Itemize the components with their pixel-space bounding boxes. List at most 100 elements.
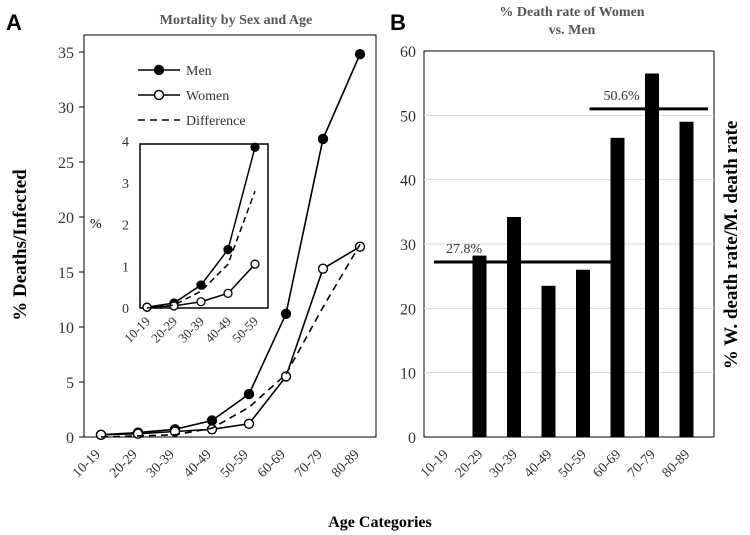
panel-a-xtick-label: 70-79 — [292, 447, 326, 481]
panel-a-xtick-label: 30-39 — [144, 447, 178, 481]
panel-a-xtick-label: 60-69 — [255, 447, 289, 481]
reference-label-0: 27.8% — [446, 242, 483, 257]
inset-point-men — [223, 244, 233, 255]
panel-a-ylabel: % Deaths/Infected — [10, 169, 31, 321]
panel-a-legend: Men Women Difference — [138, 64, 246, 129]
panel-a-ytick-label: 5 — [66, 375, 74, 392]
panel-a-series — [95, 49, 366, 440]
bar-50-59 — [576, 269, 590, 437]
panel-a-ytick-label: 20 — [58, 210, 74, 227]
panel-b-xtick-label: 60-69 — [591, 447, 625, 481]
panel-b-title-line2: vs. Men — [549, 23, 596, 38]
data-point-men — [317, 133, 329, 145]
panel-a-x-ticks: 10-19 20-29 30-39 40-49 50-59 60-69 70-79 80-89 — [70, 447, 363, 481]
panel-b-bars — [472, 73, 694, 438]
inset-point-men — [196, 280, 206, 290]
inset-series — [142, 142, 260, 312]
panel-a-ytick-label: 15 — [58, 265, 74, 282]
panel-a-y-ticks: 0 5 10 15 20 25 30 35 — [58, 45, 84, 447]
inset-ytick-label: 0 — [122, 302, 129, 317]
panel-b-ylabel: % W. death rate/M. death rate — [721, 121, 742, 370]
inset-xtick-label: 20-29 — [148, 314, 180, 346]
panel-a-label: A — [6, 10, 22, 35]
panel-a-ytick-label: 25 — [58, 155, 74, 172]
panel-b-ytick-label: 30 — [400, 237, 416, 254]
panel-b-label: B — [390, 10, 406, 35]
inset-xtick-label: 50-59 — [229, 314, 261, 346]
series-line-men — [100, 53, 361, 436]
reference-label-1: 50.6% — [604, 89, 641, 104]
inset-ytick-label: 4 — [122, 135, 129, 150]
panel-a-ytick-label: 0 — [66, 430, 74, 447]
panel-a-ytick-label: 30 — [58, 100, 74, 117]
inset-ytick-label: 3 — [122, 177, 129, 192]
panel-a-title: Mortality by Sex and Age — [160, 13, 312, 28]
shared-xlabel: Age Categories — [328, 514, 432, 531]
bar-60-69 — [610, 137, 625, 437]
bar-30-39 — [507, 216, 521, 437]
panel-a-ytick-label: 35 — [58, 45, 74, 62]
inset-xtick-label: 10-19 — [121, 314, 153, 346]
panel-a-frame — [83, 34, 377, 438]
panel-b-ytick-label: 50 — [400, 108, 416, 125]
data-point-women — [132, 428, 144, 439]
series-line-women — [100, 246, 361, 436]
panel-b-ytick-label: 10 — [400, 366, 416, 383]
panel-b-xtick-label: 10-19 — [418, 447, 452, 481]
panel-b-ytick-label: 40 — [400, 173, 416, 190]
panel-b-ytick-label: 0 — [408, 430, 416, 447]
bar-20-29 — [472, 255, 487, 437]
bar-40-49 — [541, 285, 556, 437]
panel-b-reference-lines: 27.8% 50.6% — [434, 89, 708, 264]
data-point-women — [280, 371, 292, 382]
inset-point-women — [250, 259, 260, 269]
inset-y-ticks: 0 1 2 3 4 — [122, 135, 129, 317]
panel-b-xtick-label: 70-79 — [625, 447, 659, 481]
panel-b-ytick-label: 60 — [400, 44, 416, 61]
inset-point-men — [250, 142, 260, 152]
data-point-men — [243, 388, 255, 400]
inset-ytick-label: 2 — [122, 219, 129, 234]
inset-xtick-label: 30-39 — [175, 314, 207, 346]
data-point-women — [243, 418, 255, 429]
bar-80-89 — [679, 121, 694, 438]
data-point-women — [317, 263, 329, 274]
data-point-men — [354, 49, 366, 60]
data-point-women — [95, 429, 107, 440]
panel-b-x-ticks: 10-19 20-29 30-39 40-49 50-59 60-69 70-79 80-89 — [418, 447, 693, 481]
panel-b-gridlines — [424, 114, 714, 374]
legend-marker-men — [153, 64, 165, 76]
panel-b-y-ticks: 0 10 20 30 40 50 60 — [400, 44, 416, 447]
inset-point-women — [223, 288, 233, 299]
panel-a-xtick-label: 80-89 — [329, 447, 363, 481]
legend-label-men: Men — [186, 64, 212, 79]
panel-a-ytick-label: 10 — [58, 320, 74, 337]
inset-line-difference — [146, 190, 256, 309]
inset-xtick-label: 40-49 — [202, 314, 234, 346]
data-point-men — [280, 308, 292, 319]
panel-b-ytick-label: 20 — [400, 301, 416, 318]
panel-b-xtick-label: 50-59 — [556, 447, 590, 481]
panel-b-title-line1: % Death rate of Women — [499, 5, 644, 20]
panel-a-xtick-label: 50-59 — [218, 447, 252, 481]
inset-ytick-label: 1 — [122, 260, 129, 275]
data-point-women — [354, 241, 366, 252]
legend-marker-women — [153, 89, 165, 101]
bar-70-79 — [645, 73, 659, 438]
inset-ylabel: % — [90, 217, 102, 232]
panel-a-xtick-label: 10-19 — [70, 447, 104, 481]
legend-label-difference: Difference — [186, 114, 246, 129]
inset-point-women — [196, 297, 206, 307]
panel-a-xtick-label: 40-49 — [181, 447, 215, 481]
series-line-difference — [100, 244, 361, 438]
panel-a-xtick-label: 20-29 — [107, 447, 141, 481]
legend-label-women: Women — [186, 89, 229, 104]
panel-a: Mortality by Sex and Age % Deaths/Infect… — [10, 13, 377, 481]
panel-b-xtick-label: 20-29 — [453, 447, 487, 481]
data-point-men — [206, 415, 218, 426]
panel-b-xtick-label: 30-39 — [487, 447, 521, 481]
panel-b: % Death rate of Women vs. Men % W. death… — [400, 5, 742, 481]
